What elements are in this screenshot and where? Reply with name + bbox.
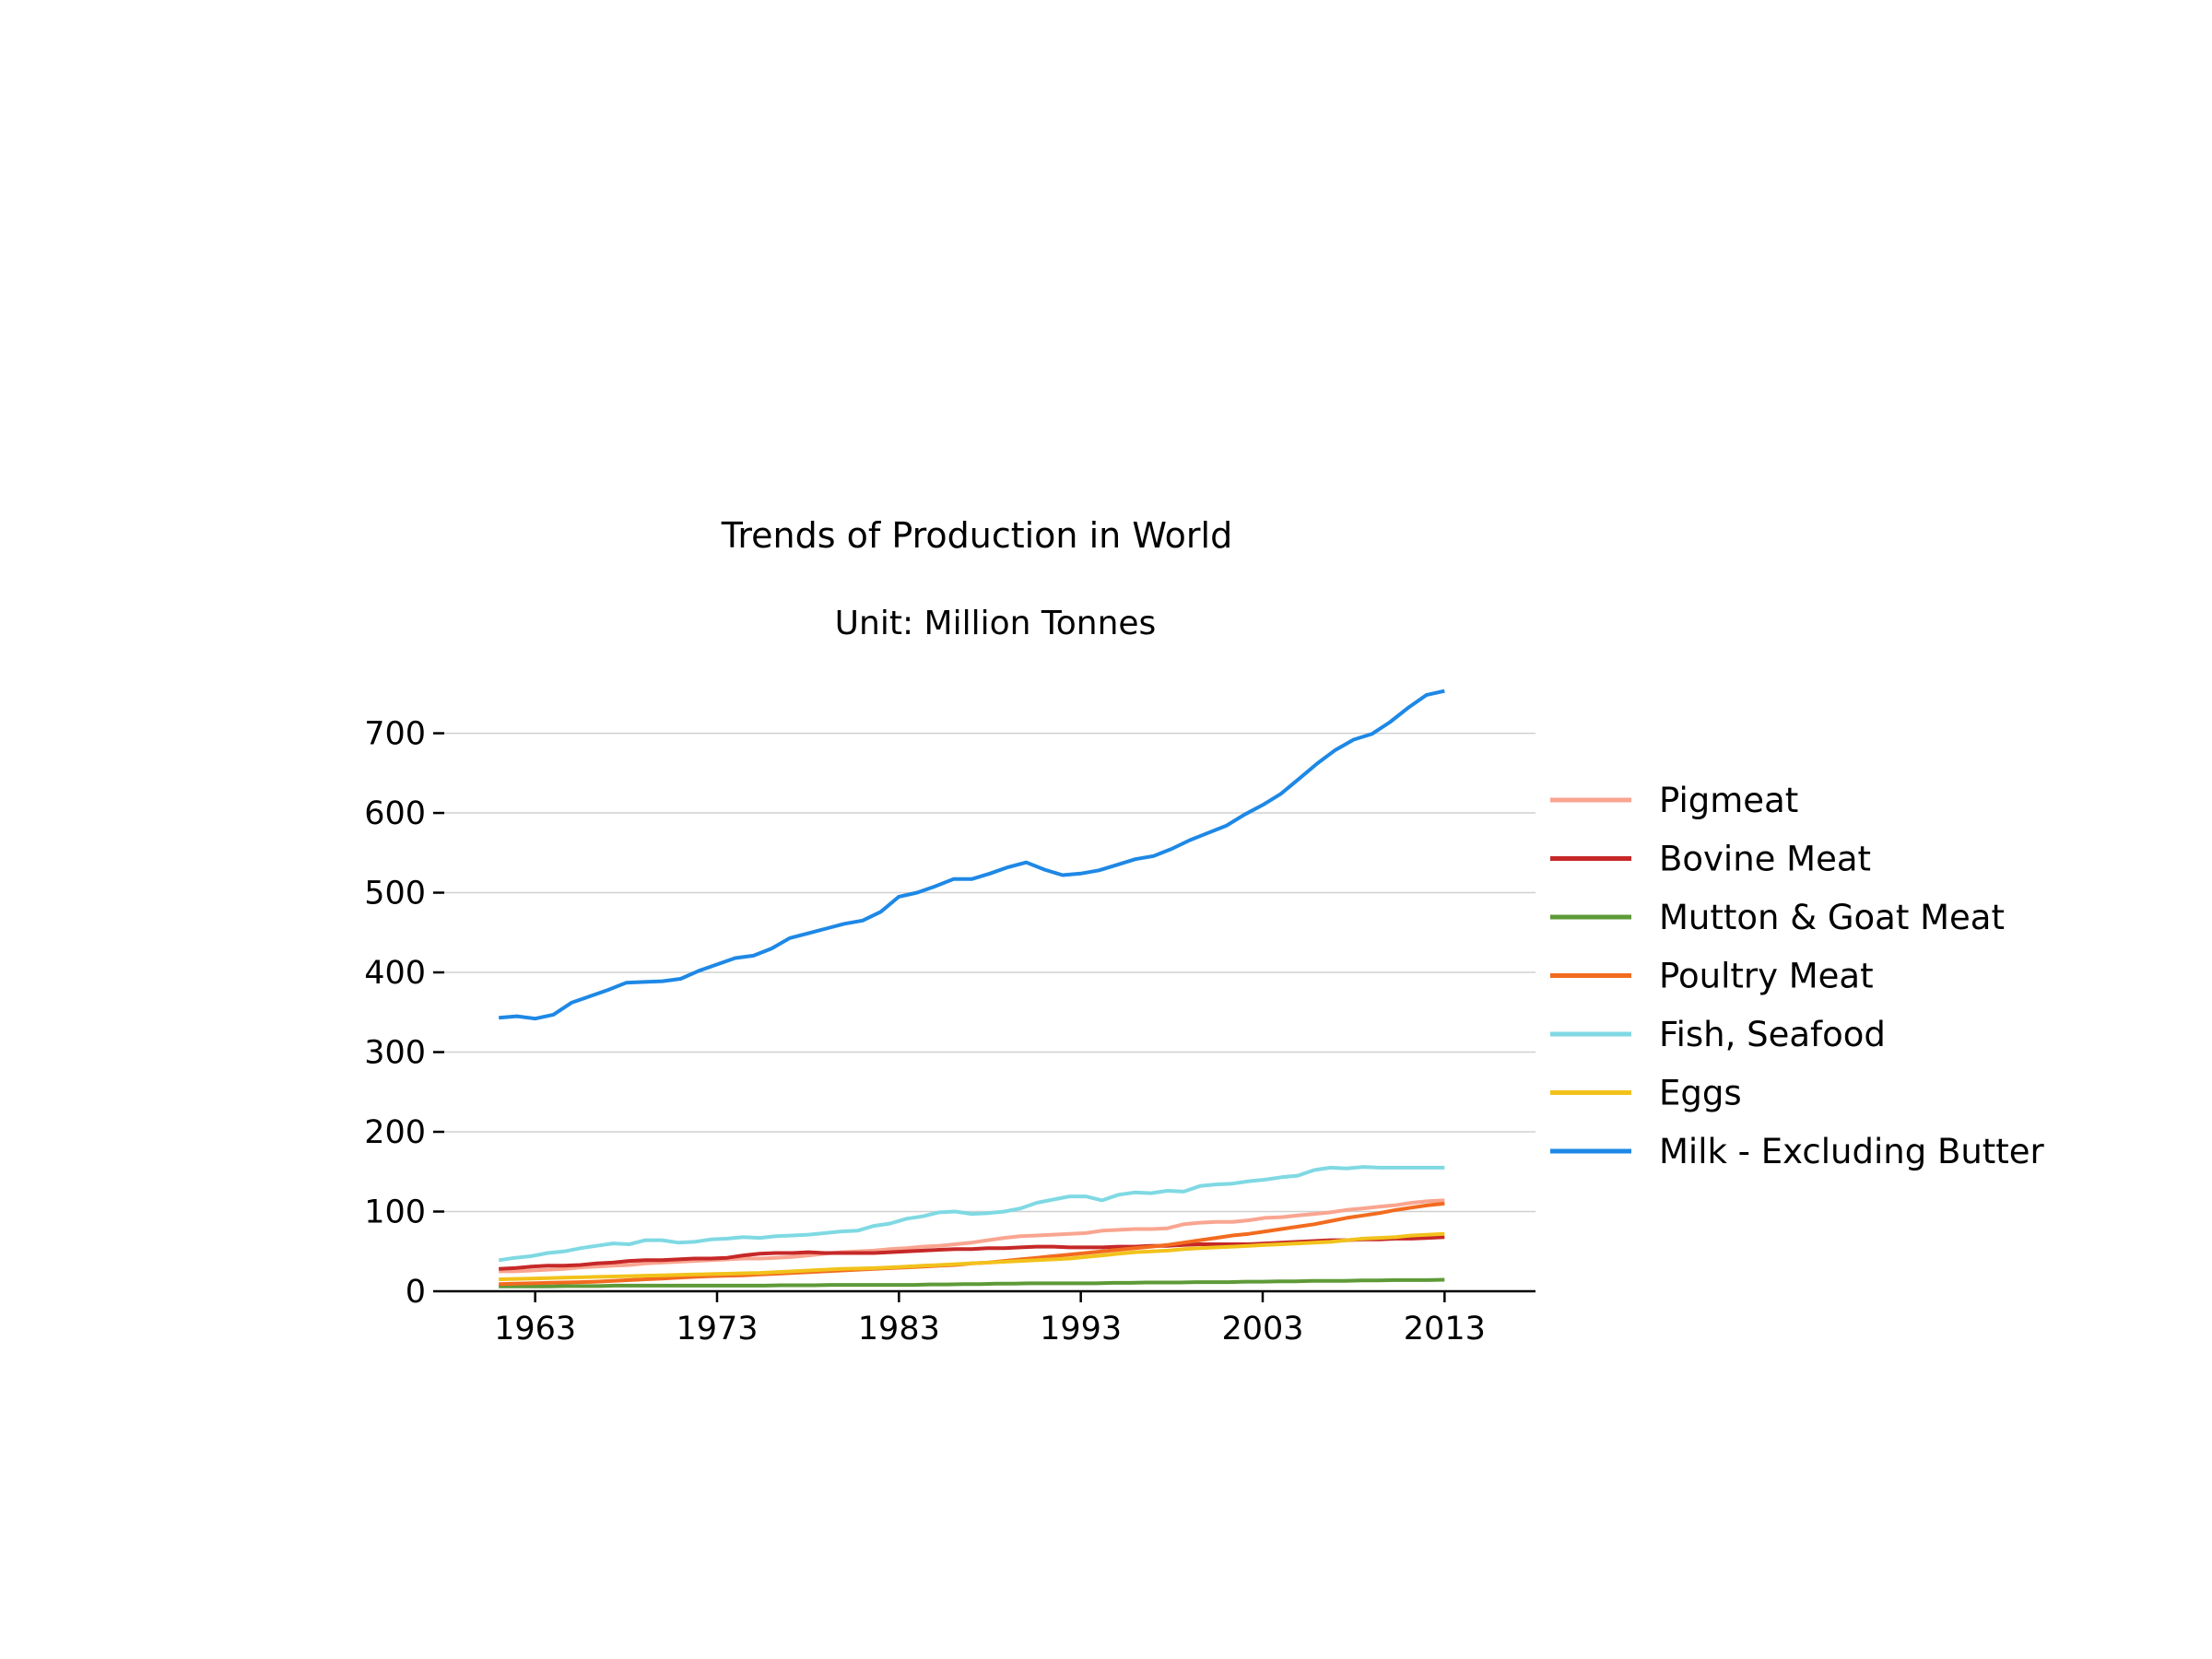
chart-title: Trends of Production in World — [721, 515, 1232, 556]
x-tick-label: 2013 — [1404, 1311, 1486, 1347]
x-tick-label: 2003 — [1221, 1311, 1303, 1347]
y-tick-label: 100 — [364, 1194, 426, 1231]
x-tick-label: 1983 — [858, 1311, 940, 1347]
y-tick-label: 300 — [364, 1035, 426, 1072]
legend-label-eggs: Eggs — [1659, 1074, 1742, 1113]
x-tick-label: 1993 — [1040, 1311, 1122, 1347]
series-line-fish-seafood — [498, 1165, 1445, 1263]
legend-label-poultry-meat: Poultry Meat — [1659, 957, 1874, 996]
legend: Pigmeat Bovine Meat Mutton & Goat Meat Poul… — [1550, 781, 2045, 1171]
x-tick-label: 1963 — [494, 1311, 576, 1347]
legend-label-milk-excluding-butter: Milk - Excluding Butter — [1659, 1132, 2045, 1171]
chart-subtitle: Unit: Million Tonnes — [835, 605, 1157, 642]
y-tick-label: 0 — [406, 1274, 426, 1311]
y-tick-label: 400 — [364, 955, 426, 992]
y-tick-label: 600 — [364, 795, 426, 832]
legend-label-fish-seafood: Fish, Seafood — [1659, 1015, 1886, 1054]
gridlines — [444, 732, 1535, 1213]
y-tick-label: 200 — [364, 1114, 426, 1151]
series-line-milk-excluding-butter — [499, 688, 1445, 1021]
series-line-mutton-goat-meat — [499, 1277, 1445, 1288]
legend-label-mutton-goat-meat: Mutton & Goat Meat — [1659, 898, 2005, 937]
series-line-eggs — [499, 1231, 1445, 1281]
y-tick-label: 500 — [364, 876, 426, 912]
y-tick-label: 700 — [364, 716, 426, 753]
axes: 0 100 200 300 400 500 600 700 1963 1973 1983 1993 20… — [364, 716, 1535, 1347]
legend-label-bovine-meat: Bovine Meat — [1659, 840, 1871, 879]
series-lines — [498, 688, 1445, 1288]
series-line-pigmeat — [499, 1198, 1445, 1274]
x-tick-label: 1973 — [676, 1311, 758, 1347]
legend-label-pigmeat: Pigmeat — [1659, 781, 1798, 820]
